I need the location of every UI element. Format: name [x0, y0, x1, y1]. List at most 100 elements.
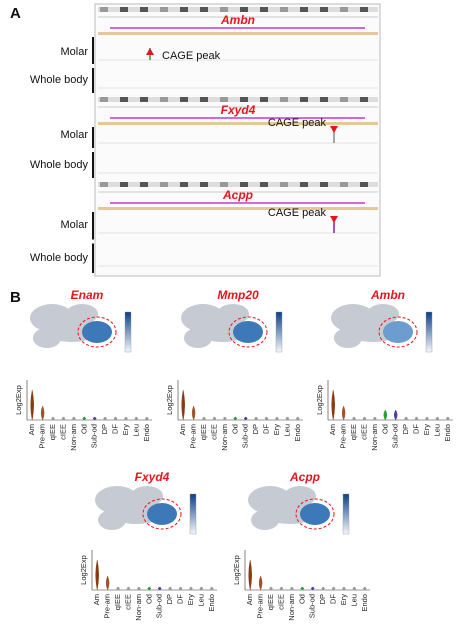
cell-type-label: cIEE [276, 594, 285, 610]
cell-type-label: Od [230, 424, 239, 434]
violin [103, 416, 107, 421]
band [300, 182, 308, 187]
cell-type-label: Non-am [134, 594, 143, 621]
cell-type-label: Endo [207, 594, 216, 612]
violin [331, 389, 335, 421]
band [200, 97, 208, 102]
cell-type-label: Endo [142, 424, 151, 442]
violin [145, 416, 149, 421]
violin [435, 416, 440, 421]
cell-type-label: Am [178, 424, 187, 435]
band [340, 97, 348, 102]
gene-name: Mmp20 [217, 288, 259, 302]
cell-type-label: DF [176, 594, 185, 604]
tsne-plot [181, 304, 283, 353]
tsne-plot [248, 486, 350, 535]
band [140, 7, 148, 12]
band [160, 97, 168, 102]
arrow [330, 216, 338, 223]
color-bar [124, 311, 132, 353]
cell-type-label: Leu [131, 424, 140, 437]
cell-type-label: Pre-am [256, 594, 265, 619]
cell-cloud [33, 328, 61, 348]
annotation: CAGE peak [162, 50, 221, 62]
violin [269, 586, 273, 591]
cell-type-label: Endo [360, 594, 369, 612]
band [180, 7, 188, 12]
band [220, 97, 228, 102]
ideogram [98, 7, 378, 12]
violin [147, 586, 152, 591]
track-label: Molar [60, 46, 88, 58]
cell-type-label: Ery [121, 424, 130, 436]
cell-cloud [66, 304, 98, 324]
band [180, 182, 188, 187]
violin [191, 405, 196, 421]
highlight [295, 498, 335, 530]
highlight [142, 498, 182, 530]
band [260, 97, 268, 102]
expressing-cells [82, 321, 112, 343]
band [100, 182, 108, 187]
cell-type-label: DF [111, 424, 120, 434]
cell-cloud [98, 510, 126, 530]
cell-type-label: Od [144, 594, 153, 604]
color-bar [189, 493, 197, 535]
band [240, 97, 248, 102]
cell-type-label: qIEE [349, 424, 358, 440]
band [120, 182, 128, 187]
gene-name: Acpp [222, 188, 253, 202]
violin [51, 416, 55, 421]
arrow [146, 48, 154, 55]
cell-type-label: Sub-od [241, 424, 250, 448]
cell-type-label: Am [245, 594, 254, 605]
cell-type-label: Am [92, 594, 101, 605]
gene-name: Fxyd4 [135, 470, 170, 484]
track-label: Whole body [30, 74, 89, 86]
cell-type-label: qIEE [266, 594, 275, 610]
band [200, 182, 208, 187]
color-bar [275, 311, 283, 353]
cell-type-label: Sub-od [308, 594, 317, 618]
y-axis-label: Log2Exp [315, 385, 324, 415]
cell-cloud [367, 304, 399, 324]
cell-type-label: DP [100, 424, 109, 434]
violin [82, 416, 87, 421]
violin [414, 416, 419, 421]
cell-type-label: DF [329, 594, 338, 604]
gene-name: Ambn [370, 288, 405, 302]
band [100, 97, 108, 102]
violin [212, 416, 217, 421]
violin [341, 405, 346, 421]
violin [393, 409, 398, 421]
violin [342, 586, 346, 591]
cell-cloud [131, 486, 163, 506]
cell-type-label: DP [401, 424, 410, 434]
violin [254, 416, 258, 421]
band [260, 7, 268, 12]
cell-cloud [284, 486, 316, 506]
track-band [98, 32, 378, 35]
violin [300, 586, 305, 591]
panel-label: A [10, 5, 21, 22]
violin [137, 586, 141, 591]
cell-type-label: Endo [293, 424, 302, 442]
annotation: CAGE peak [268, 117, 327, 129]
violin [285, 416, 290, 421]
cell-type-label: Sub-od [391, 424, 400, 448]
ideogram [98, 97, 378, 102]
violin [446, 416, 450, 421]
track-label: Molar [60, 129, 88, 141]
violin [310, 586, 315, 591]
violin [275, 416, 279, 421]
cell-cloud [334, 328, 362, 348]
violin [92, 416, 97, 421]
cell-type-label: Pre-am [103, 594, 112, 619]
cell-type-label: Leu [432, 424, 441, 437]
band [320, 7, 328, 12]
band [100, 7, 108, 12]
cell-type-label: cIEE [209, 424, 218, 440]
ideogram [98, 182, 378, 187]
band [140, 182, 148, 187]
cell-type-label: Sub-od [90, 424, 99, 448]
